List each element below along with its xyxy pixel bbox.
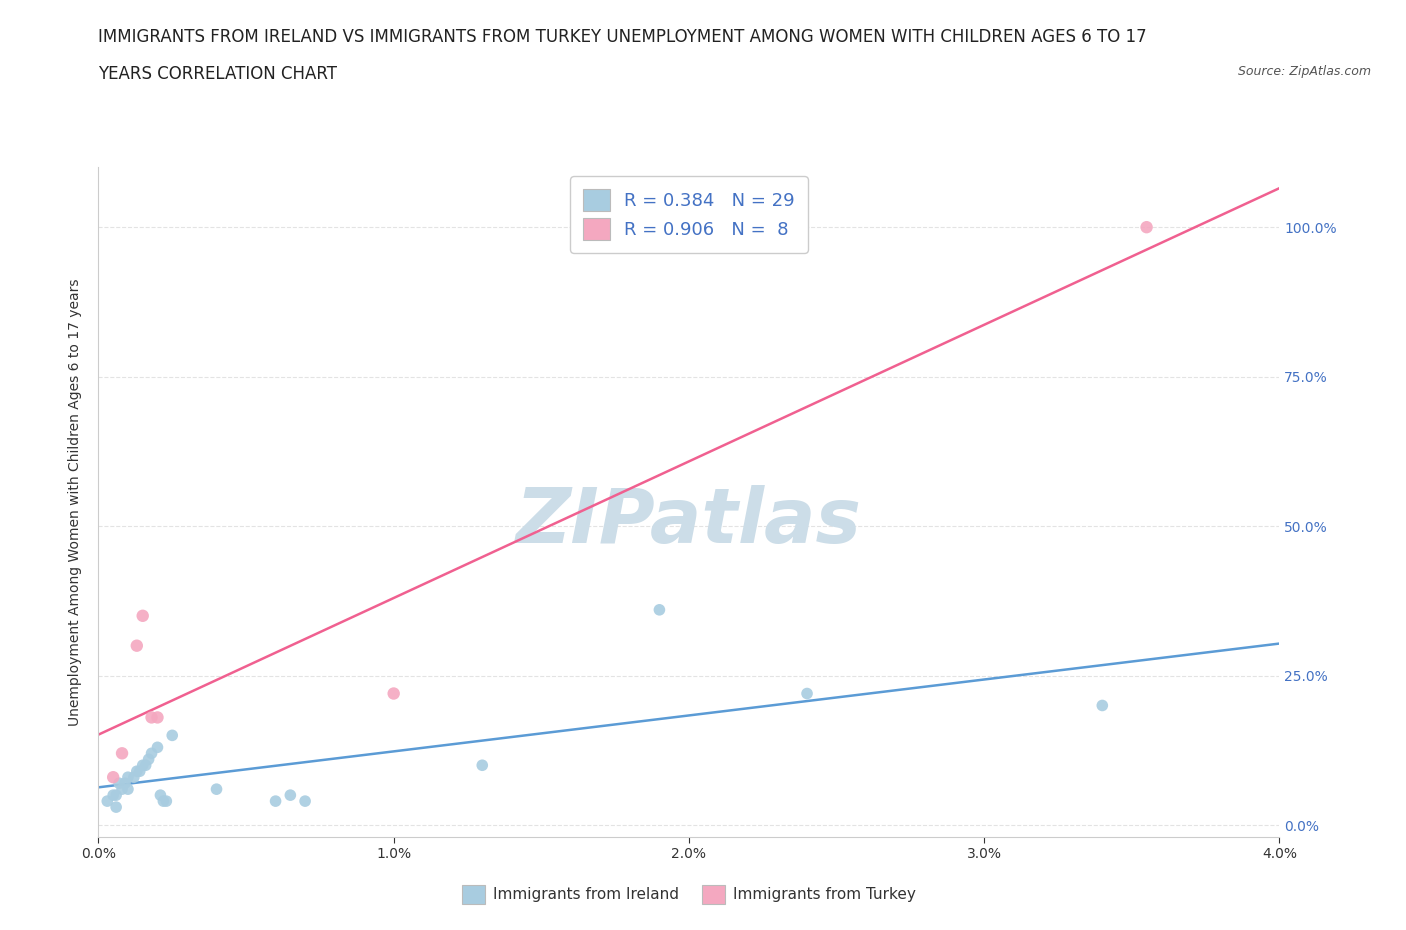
Point <box>96 793 118 808</box>
Point <box>122 770 145 785</box>
Point <box>648 603 671 618</box>
Point <box>796 686 818 701</box>
Point <box>135 758 157 773</box>
Y-axis label: Unemployment Among Women with Children Ages 6 to 17 years: Unemployment Among Women with Children A… <box>69 278 83 726</box>
Point <box>114 776 136 790</box>
Point <box>103 788 125 803</box>
Point <box>146 710 169 724</box>
Point <box>141 746 163 761</box>
Point <box>264 793 287 808</box>
Point <box>205 782 228 797</box>
Point <box>105 788 128 803</box>
Point <box>382 686 405 701</box>
Point <box>152 793 174 808</box>
Point <box>111 746 134 761</box>
Point <box>294 793 316 808</box>
Point <box>132 608 155 623</box>
Point <box>155 793 177 808</box>
Point <box>471 758 494 773</box>
Point <box>132 758 155 773</box>
Legend: Immigrants from Ireland, Immigrants from Turkey: Immigrants from Ireland, Immigrants from… <box>457 879 921 910</box>
Point <box>117 782 139 797</box>
Point <box>278 788 302 803</box>
Point <box>1135 219 1157 234</box>
Point <box>125 638 148 653</box>
Point <box>125 764 148 778</box>
Point <box>103 770 125 785</box>
Text: YEARS CORRELATION CHART: YEARS CORRELATION CHART <box>98 65 337 83</box>
Text: ZIPatlas: ZIPatlas <box>516 485 862 559</box>
Point <box>149 788 172 803</box>
Point <box>117 770 139 785</box>
Point <box>138 751 160 766</box>
Point <box>146 740 169 755</box>
Point <box>141 710 163 724</box>
Point <box>108 776 131 790</box>
Point <box>1091 698 1114 713</box>
Point <box>111 782 134 797</box>
Point <box>162 728 183 743</box>
Point <box>128 764 150 778</box>
Text: IMMIGRANTS FROM IRELAND VS IMMIGRANTS FROM TURKEY UNEMPLOYMENT AMONG WOMEN WITH : IMMIGRANTS FROM IRELAND VS IMMIGRANTS FR… <box>98 28 1147 46</box>
Point <box>105 800 128 815</box>
Text: Source: ZipAtlas.com: Source: ZipAtlas.com <box>1237 65 1371 78</box>
